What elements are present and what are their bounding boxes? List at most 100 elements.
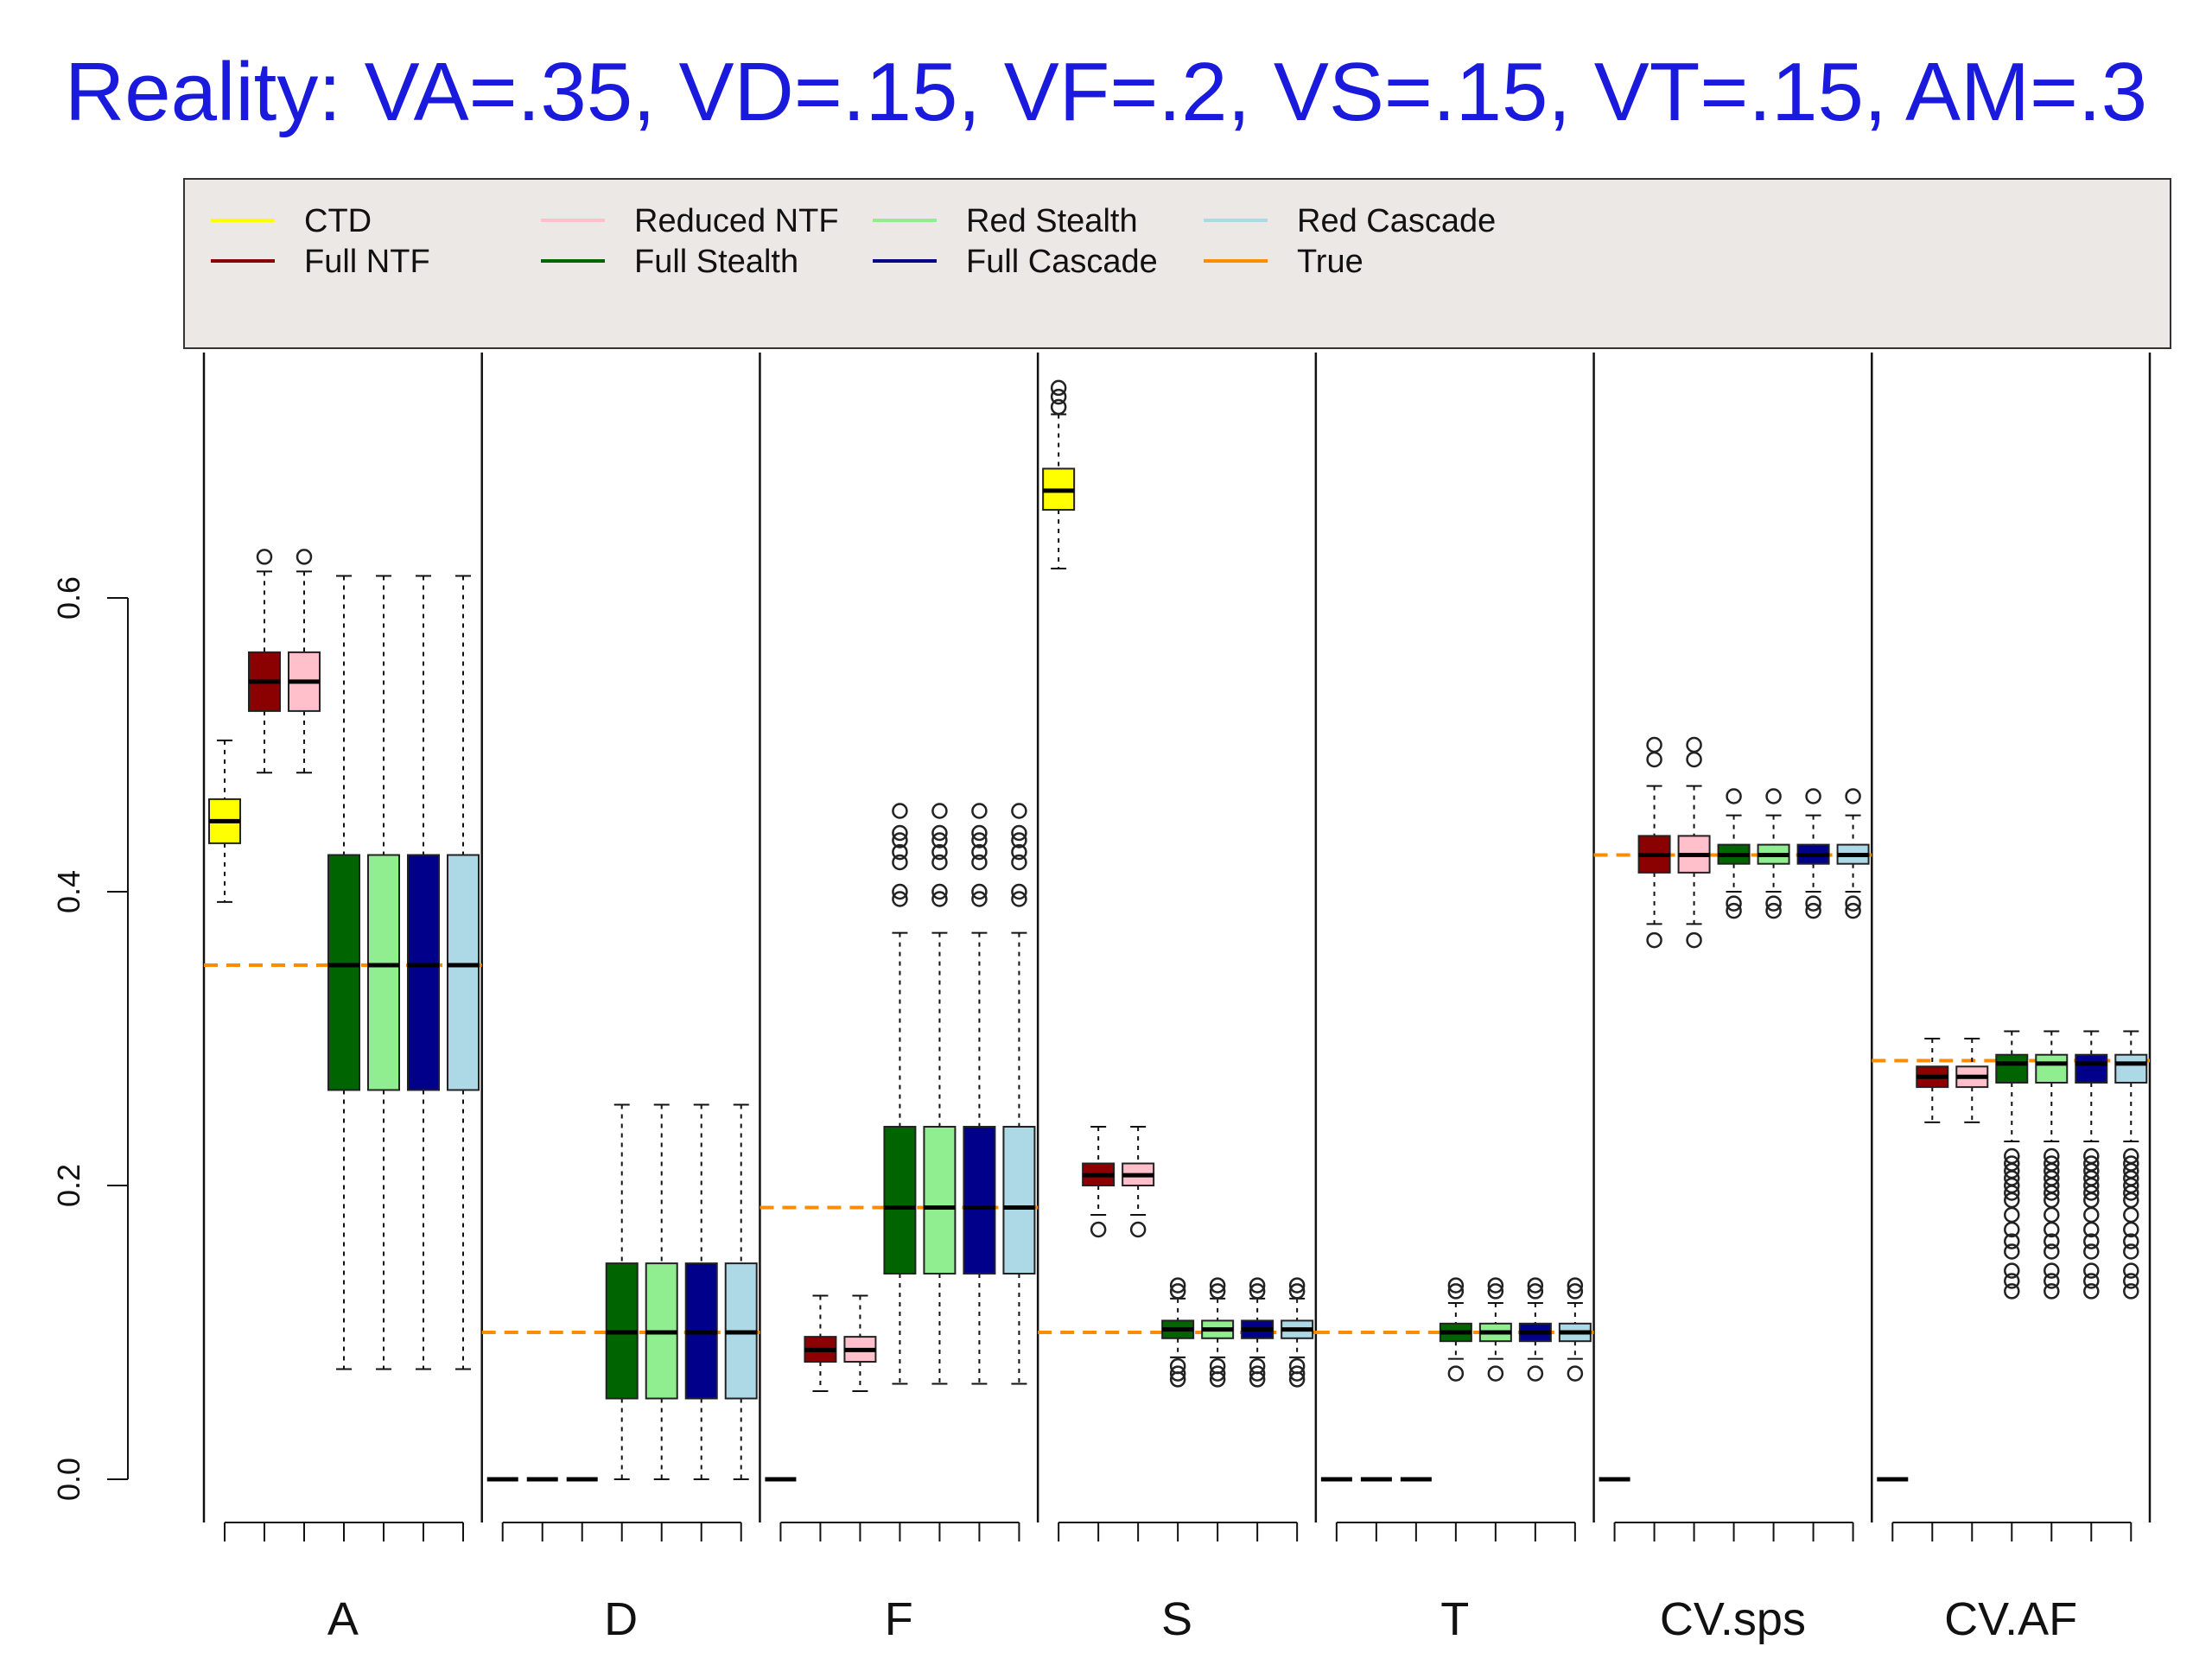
outlier-point bbox=[931, 824, 948, 842]
box bbox=[1637, 736, 1671, 949]
outlier-point bbox=[1567, 1283, 1584, 1300]
y-tick-label: 0.0 bbox=[51, 1458, 86, 1501]
y-tick-label: 0.4 bbox=[51, 870, 86, 913]
box bbox=[804, 1294, 837, 1392]
box-body bbox=[2075, 1053, 2108, 1084]
box-body bbox=[1002, 1126, 1036, 1274]
box bbox=[645, 1103, 678, 1480]
box bbox=[447, 575, 480, 1370]
box bbox=[1201, 1277, 1235, 1388]
box-body bbox=[2114, 1053, 2148, 1084]
panel-t bbox=[1315, 1277, 1594, 1482]
legend-label: Reduced NTF bbox=[634, 203, 839, 239]
outlier-point bbox=[1567, 1365, 1584, 1382]
box bbox=[407, 575, 440, 1370]
box-body bbox=[367, 854, 400, 1091]
outlier-point bbox=[2083, 1283, 2100, 1300]
outlier-point bbox=[1011, 803, 1027, 819]
outlier-point bbox=[2083, 1262, 2100, 1279]
outlier-point bbox=[1011, 843, 1027, 861]
outlier-point bbox=[892, 803, 908, 819]
box bbox=[248, 549, 281, 774]
outlier-point bbox=[2044, 1283, 2060, 1300]
outlier-point bbox=[971, 854, 988, 871]
outlier-point bbox=[1726, 902, 1742, 919]
box bbox=[1122, 1126, 1155, 1238]
box bbox=[724, 1103, 758, 1480]
outlier-point bbox=[2123, 1155, 2139, 1172]
outlier-point bbox=[1169, 1277, 1186, 1294]
outlier-point bbox=[971, 832, 988, 849]
outlier-point bbox=[1011, 832, 1027, 849]
outlier-point bbox=[1090, 1221, 1107, 1238]
box-body bbox=[923, 1126, 957, 1274]
outlier-point bbox=[2004, 1233, 2020, 1249]
outlier-point bbox=[2004, 1147, 2020, 1165]
outlier-point bbox=[296, 549, 313, 565]
outlier-point bbox=[1169, 1365, 1186, 1382]
outlier-point bbox=[1011, 891, 1027, 907]
box-body bbox=[2035, 1053, 2069, 1084]
outlier-point bbox=[971, 803, 988, 819]
outlier-point bbox=[2083, 1147, 2100, 1165]
outlier-point bbox=[1845, 895, 1861, 912]
y-tick-label: 0.2 bbox=[51, 1164, 86, 1207]
panel-cv-af bbox=[1872, 1030, 2150, 1482]
legend-label: Full Stealth bbox=[634, 244, 798, 280]
outlier-point bbox=[1805, 895, 1821, 912]
outlier-point bbox=[2044, 1262, 2060, 1279]
outlier-point bbox=[1805, 788, 1821, 804]
outlier-point bbox=[2123, 1206, 2139, 1224]
outlier-point bbox=[1050, 398, 1067, 416]
box bbox=[923, 803, 957, 1385]
legend-label: CTD bbox=[304, 203, 372, 239]
legend-label: Full Cascade bbox=[966, 244, 1158, 280]
outlier-point bbox=[2123, 1273, 2139, 1289]
box bbox=[1717, 788, 1751, 919]
panel-cv-sps bbox=[1593, 736, 1872, 1482]
box-body bbox=[327, 854, 360, 1091]
panel-a bbox=[204, 549, 482, 1370]
outlier-point bbox=[1011, 854, 1027, 871]
outlier-point bbox=[1805, 902, 1821, 919]
outlier-point bbox=[2044, 1243, 2060, 1260]
outlier-point bbox=[1845, 788, 1861, 804]
outlier-point bbox=[2004, 1155, 2020, 1172]
legend-box bbox=[183, 178, 2171, 349]
box bbox=[1082, 1126, 1116, 1238]
outlier-point bbox=[2083, 1273, 2100, 1289]
outlier-point bbox=[2083, 1206, 2100, 1224]
outlier-point bbox=[931, 843, 948, 861]
outlier-point bbox=[1686, 751, 1702, 768]
outlier-point bbox=[892, 883, 908, 900]
outlier-point bbox=[931, 803, 948, 819]
outlier-point bbox=[1487, 1283, 1504, 1300]
group-label: A bbox=[327, 1593, 359, 1645]
outlier-point bbox=[1686, 931, 1702, 949]
outlier-point bbox=[1129, 1221, 1147, 1238]
legend-label: Red Cascade bbox=[1297, 203, 1496, 239]
box bbox=[1042, 379, 1076, 569]
box bbox=[288, 549, 321, 774]
outlier-point bbox=[1249, 1365, 1266, 1382]
panel-f bbox=[760, 803, 1039, 1482]
outlier-point bbox=[2083, 1233, 2100, 1249]
outlier-point bbox=[1765, 788, 1782, 804]
outlier-point bbox=[2004, 1283, 2020, 1300]
box bbox=[2075, 1030, 2108, 1300]
outlier-point bbox=[2123, 1233, 2139, 1249]
box bbox=[1478, 1277, 1512, 1382]
outlier-point bbox=[1209, 1283, 1226, 1300]
box bbox=[1836, 788, 1870, 919]
box bbox=[605, 1103, 639, 1480]
outlier-point bbox=[1646, 931, 1662, 949]
box bbox=[1796, 788, 1830, 919]
outlier-point bbox=[892, 824, 908, 842]
box bbox=[1281, 1277, 1314, 1388]
box-body bbox=[963, 1126, 996, 1274]
box bbox=[1161, 1277, 1195, 1388]
outlier-point bbox=[1527, 1277, 1544, 1294]
legend-label: Red Stealth bbox=[966, 203, 1138, 239]
outlier-point bbox=[1527, 1283, 1544, 1300]
